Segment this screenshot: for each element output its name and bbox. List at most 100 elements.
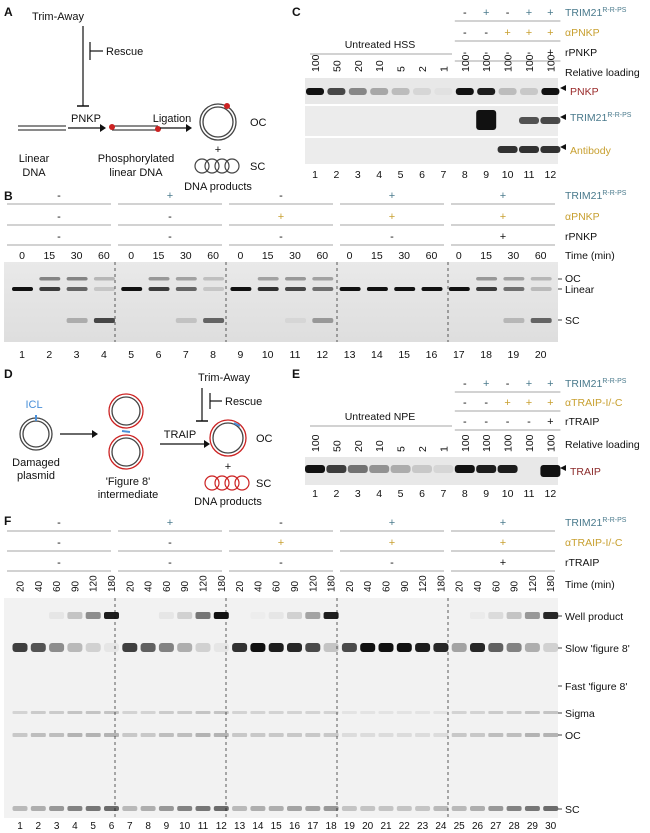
b-trim-cond-3: - <box>279 190 283 202</box>
sc-supercoil-icon <box>194 158 240 174</box>
phosphate-marker-icon <box>109 124 115 130</box>
f-well-band-17 <box>305 612 321 619</box>
f-time-9: 60 <box>162 580 173 592</box>
f-sigma-band-6 <box>104 711 119 714</box>
e-lane-12: 12 <box>545 488 557 500</box>
f-time-28: 90 <box>510 580 521 592</box>
f-sigma-band-2 <box>30 711 46 714</box>
c-pnkp-band-9 <box>477 88 496 95</box>
b-oc-band-6 <box>148 277 170 281</box>
f-well-band-18 <box>323 612 339 619</box>
f-time-15: 60 <box>272 580 283 592</box>
f-sc-band-14 <box>250 806 266 811</box>
c-pnkp-band-8 <box>455 88 474 95</box>
b-lane-10: 10 <box>262 349 274 361</box>
d-oc-circle-icon <box>209 419 247 457</box>
f-lane-9: 9 <box>164 821 170 832</box>
e-loading-1: 100 <box>310 434 322 452</box>
b-linear-band-1 <box>12 287 33 291</box>
b-time-4: 60 <box>98 250 110 262</box>
f-lane-6: 6 <box>109 821 115 832</box>
phosphorylated-label-1: Phosphorylated <box>98 153 174 165</box>
c-pnkp-band-11 <box>520 88 538 95</box>
e-lane-4: 4 <box>376 488 382 500</box>
c-trim-cond-2: + <box>483 7 489 19</box>
f-well-band-9 <box>158 612 174 619</box>
e-loading-label: Relative loading <box>565 439 640 451</box>
c-loading-3: 20 <box>353 60 365 72</box>
f-sc-band-24 <box>433 806 449 811</box>
panel-e: E - + - + + - - + + + - - - - + TRIM21R-R-PS αTRAIP-I/… <box>292 367 640 500</box>
f-well-band-26 <box>470 612 485 619</box>
f-time-13: 20 <box>235 580 246 592</box>
c-antibody-band-12 <box>540 146 561 153</box>
sc-label-a: SC <box>250 161 265 173</box>
e-rec-cond-3: - <box>506 416 510 428</box>
f-oc-band-10 <box>177 733 193 737</box>
e-loading-10: 100 <box>503 434 515 452</box>
f-sigma-band-5 <box>85 711 101 714</box>
f-oc-band-4 <box>67 733 83 737</box>
c-lane-3: 3 <box>355 169 361 181</box>
c-antibody-label: αPNKP <box>565 27 600 39</box>
f-slow-label: Slow 'figure 8' <box>565 643 630 655</box>
e-lane-11: 11 <box>524 488 535 500</box>
c-lane-10: 10 <box>502 169 514 181</box>
f-sc-band-11 <box>195 806 211 811</box>
f-lane-5: 5 <box>90 821 96 832</box>
b-anti-cond-4: + <box>389 211 395 223</box>
e-loading-11: 100 <box>524 434 536 452</box>
f-oc-band-24 <box>433 733 449 737</box>
f-slow-band-2 <box>30 643 46 652</box>
d-rescue-label: Rescue <box>225 396 262 408</box>
b-anti-cond-2: - <box>168 211 172 223</box>
e-lane-8: 8 <box>462 488 468 500</box>
f-slow-band-27 <box>488 643 504 652</box>
f-slow-band-25 <box>451 643 467 652</box>
b-lane-8: 8 <box>210 349 216 361</box>
f-lane-2: 2 <box>36 821 42 832</box>
b-linear-band-10 <box>257 287 279 291</box>
f-time-22: 90 <box>400 580 411 592</box>
f-sc-band-8 <box>140 806 156 811</box>
c-loading-9: 100 <box>481 54 493 72</box>
e-anti-cond-2: - <box>484 397 488 409</box>
c-pnkp-band-10 <box>498 88 517 95</box>
f-well-band-27 <box>488 612 504 619</box>
f-sigma-band-18 <box>323 711 339 714</box>
b-time-18: 15 <box>480 250 492 262</box>
e-loading-5: 5 <box>396 446 408 452</box>
b-trim-cond-1: - <box>57 190 61 202</box>
f-sc-band-5 <box>85 806 101 811</box>
panel-c-letter: C <box>292 5 301 19</box>
b-time-10: 15 <box>262 250 274 262</box>
f-sigma-band-7 <box>122 711 138 714</box>
e-trim-cond-2: + <box>483 378 489 390</box>
f-lane-30: 30 <box>545 821 557 832</box>
f-slow-band-23 <box>415 643 431 652</box>
b-linear-band-11 <box>285 287 306 291</box>
b-sc-band-20 <box>530 318 552 323</box>
f-well-label: Well product <box>565 611 623 623</box>
e-lane-1: 1 <box>312 488 318 500</box>
f-sigma-band-16 <box>287 711 302 714</box>
c-lane-12: 12 <box>545 169 557 181</box>
b-linear-band-16 <box>421 287 443 291</box>
b-rec-cond-5: + <box>500 231 506 243</box>
f-trim-cond-2: + <box>167 517 173 529</box>
c-trim-cond-3: - <box>506 7 510 19</box>
f-slow-band-12 <box>213 643 229 652</box>
linear-dna-label-1: Linear <box>19 153 50 165</box>
f-slow-band-21 <box>378 643 394 652</box>
b-time-1: 0 <box>19 250 25 262</box>
f-lane-16: 16 <box>289 821 301 832</box>
f-oc-band-5 <box>85 733 101 737</box>
e-anti-cond-1: - <box>463 397 467 409</box>
f-time-20: 40 <box>363 580 374 592</box>
f-time-1: 20 <box>16 580 27 592</box>
c-lane-4: 4 <box>376 169 382 181</box>
e-anti-cond-5: + <box>547 397 553 409</box>
f-sc-band-18 <box>323 806 339 811</box>
f-oc-band-7 <box>122 733 138 737</box>
f-sc-band-16 <box>287 806 302 811</box>
